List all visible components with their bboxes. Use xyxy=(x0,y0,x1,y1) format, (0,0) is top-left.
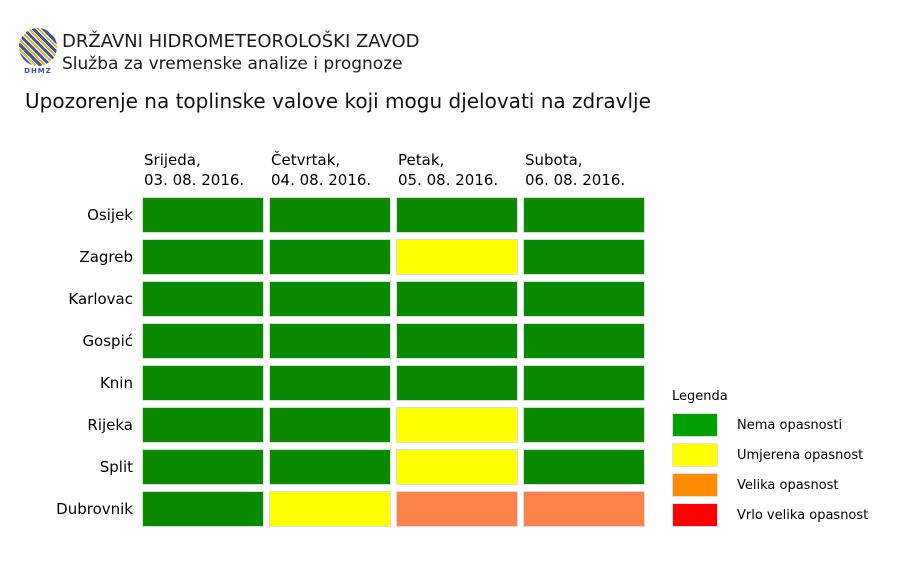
column-date-label: 06. 08. 2016. xyxy=(525,171,626,189)
column-header-2: Petak, 05. 08. 2016. xyxy=(396,150,518,190)
row-labels: Osijek Zagreb Karlovac Gospić Knin Rijeka Spli… xyxy=(0,197,133,533)
warning-cell-osijek-day0 xyxy=(142,197,264,233)
warning-cell-zagreb-day1 xyxy=(269,239,391,275)
city-label: Zagreb xyxy=(79,248,133,266)
warning-cell-zagreb-day3 xyxy=(523,239,645,275)
legend-swatch xyxy=(672,473,718,497)
warning-cell-dubrovnik-day0 xyxy=(142,491,264,527)
warning-cell-dubrovnik-day1 xyxy=(269,491,391,527)
legend-label: Nema opasnosti xyxy=(737,417,843,433)
city-label: Dubrovnik xyxy=(56,500,133,518)
warning-cell-rijeka-day0 xyxy=(142,407,264,443)
legend-item: Vrlo velika opasnost xyxy=(672,503,868,527)
legend-title: Legenda xyxy=(672,389,728,404)
warning-cell-knin-day3 xyxy=(523,365,645,401)
warning-cell-zagreb-day2 xyxy=(396,239,518,275)
city-label: Gospić xyxy=(82,332,133,350)
city-label: Knin xyxy=(99,374,133,392)
city-label: Karlovac xyxy=(68,290,133,308)
legend-label: Vrlo velika opasnost xyxy=(737,507,869,523)
column-header-3: Subota, 06. 08. 2016. xyxy=(523,150,645,190)
warning-cell-osijek-day2 xyxy=(396,197,518,233)
warning-cell-rijeka-day3 xyxy=(523,407,645,443)
city-label: Rijeka xyxy=(87,416,133,434)
column-date-label: 04. 08. 2016. xyxy=(271,171,372,189)
legend-label: Velika opasnost xyxy=(737,477,839,493)
city-label: Osijek xyxy=(87,206,133,224)
legend-swatch xyxy=(672,443,718,467)
legend-label: Umjerena opasnost xyxy=(737,447,864,463)
warning-cell-karlovac-day3 xyxy=(523,281,645,317)
column-day-label: Petak, xyxy=(398,151,445,169)
legend-swatch xyxy=(672,503,718,527)
city-label: Split xyxy=(99,458,133,476)
warning-cell-split-day0 xyxy=(142,449,264,485)
warning-cell-karlovac-day0 xyxy=(142,281,264,317)
legend-swatch xyxy=(672,413,718,437)
column-date-label: 05. 08. 2016. xyxy=(398,171,499,189)
warning-cell-karlovac-day2 xyxy=(396,281,518,317)
warning-cell-split-day1 xyxy=(269,449,391,485)
warning-cell-karlovac-day1 xyxy=(269,281,391,317)
warning-grid xyxy=(142,197,645,527)
warning-cell-split-day2 xyxy=(396,449,518,485)
legend-items: Nema opasnosti Umjerena opasnost Velika op… xyxy=(672,413,868,527)
legend: Legenda Nema opasnosti Umjerena opasnost V… xyxy=(672,389,868,533)
column-date-label: 03. 08. 2016. xyxy=(144,171,245,189)
legend-item: Velika opasnost xyxy=(672,473,868,497)
warning-cell-knin-day1 xyxy=(269,365,391,401)
warning-cell-zagreb-day0 xyxy=(142,239,264,275)
dhmz-logo-text: DHMZ xyxy=(24,67,52,75)
warning-cell-rijeka-day1 xyxy=(269,407,391,443)
warning-cell-knin-day2 xyxy=(396,365,518,401)
warning-cell-dubrovnik-day2 xyxy=(396,491,518,527)
legend-item: Nema opasnosti xyxy=(672,413,868,437)
warning-cell-osijek-day3 xyxy=(523,197,645,233)
column-header-1: Četvrtak, 04. 08. 2016. xyxy=(269,150,391,190)
column-day-label: Subota, xyxy=(525,151,583,169)
column-day-label: Četvrtak, xyxy=(271,151,341,169)
org-name: DRŽAVNI HIDROMETEOROLOŠKI ZAVOD xyxy=(62,31,420,52)
warning-cell-gospić-day2 xyxy=(396,323,518,359)
warning-cell-gospić-day1 xyxy=(269,323,391,359)
legend-item: Umjerena opasnost xyxy=(672,443,868,467)
dhmz-globe-icon xyxy=(19,28,57,66)
warning-cell-split-day3 xyxy=(523,449,645,485)
warning-cell-knin-day0 xyxy=(142,365,264,401)
page-title: Upozorenje na toplinske valove koji mogu… xyxy=(25,89,651,113)
warning-cell-osijek-day1 xyxy=(269,197,391,233)
warning-cell-gospić-day3 xyxy=(523,323,645,359)
warning-cell-gospić-day0 xyxy=(142,323,264,359)
column-headers: Srijeda, 03. 08. 2016. Četvrtak, 04. 08. 20… xyxy=(142,150,645,190)
warning-cell-dubrovnik-day3 xyxy=(523,491,645,527)
warning-cell-rijeka-day2 xyxy=(396,407,518,443)
column-day-label: Srijeda, xyxy=(144,151,201,169)
dept-name: Služba za vremenske analize i prognoze xyxy=(62,54,403,74)
column-header-0: Srijeda, 03. 08. 2016. xyxy=(142,150,264,190)
dhmz-logo: DHMZ xyxy=(17,28,59,75)
